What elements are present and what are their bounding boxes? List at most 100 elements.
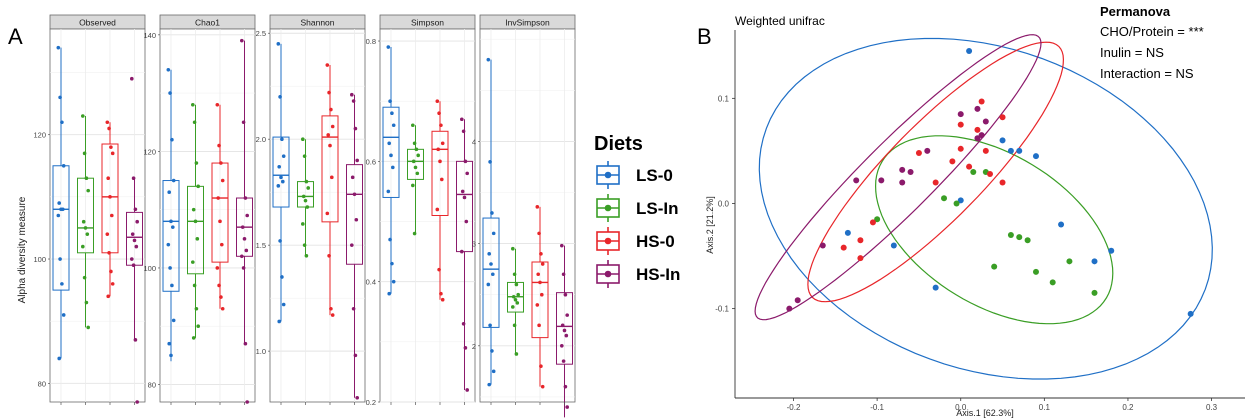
pcoa-point-hs-in (794, 297, 801, 304)
data-point (305, 205, 310, 209)
y-tick-label: 2.0 (256, 135, 266, 144)
box-ls-0 (52, 165, 70, 291)
pcoa-point-hs-in (978, 132, 985, 139)
data-point (460, 249, 464, 254)
data-point (491, 272, 495, 277)
panel-b-letter: B (697, 24, 712, 49)
data-point (353, 353, 358, 358)
data-point (487, 382, 492, 387)
data-point (354, 217, 359, 222)
pcoa-point-ls-in (1007, 232, 1014, 239)
pcoa-point-hs-in (819, 242, 826, 249)
data-point (415, 171, 420, 176)
data-point (327, 90, 331, 95)
data-point (414, 147, 419, 152)
data-point (387, 291, 392, 296)
legend-item-ls-in: LS-In (596, 194, 679, 222)
legend-key-dot (604, 237, 612, 245)
data-point (563, 292, 568, 297)
data-point (171, 178, 176, 183)
data-point (131, 176, 136, 180)
data-point (276, 42, 281, 46)
data-point (489, 262, 493, 266)
data-point (538, 280, 542, 285)
data-point (330, 175, 334, 180)
data-point (105, 232, 110, 236)
data-point (303, 198, 308, 203)
panel-b-title: Weighted unifrac (735, 14, 825, 28)
pcoa-point-hs-in (974, 105, 981, 112)
data-point (562, 328, 567, 333)
data-point (438, 159, 442, 164)
pcoa-x-tick-label: -0.2 (787, 403, 801, 412)
data-point (61, 163, 66, 168)
pcoa-point-ls-0 (1058, 221, 1065, 228)
data-point (167, 190, 171, 194)
data-point (216, 196, 220, 200)
data-point (411, 183, 415, 188)
data-point (486, 282, 491, 287)
data-point (215, 102, 220, 107)
y-tick-label: 2 (472, 342, 476, 351)
data-point (487, 252, 492, 256)
data-point (219, 161, 223, 165)
data-point (561, 272, 566, 277)
pcoa-x-tick-label: 0.3 (1206, 403, 1218, 412)
data-point (167, 341, 171, 346)
data-point (171, 318, 176, 323)
y-tick-label: 100 (33, 255, 46, 264)
pcoa-point-hs-in (899, 179, 906, 186)
y-tick-label: 100 (143, 264, 156, 273)
pcoa-point-hs-0 (999, 179, 1006, 186)
data-point (218, 219, 222, 224)
data-point (516, 292, 520, 297)
pcoa-point-ls-0 (966, 48, 973, 55)
data-point (61, 313, 66, 317)
data-point (488, 323, 492, 328)
pcoa-y-tick-label: 0.0 (718, 199, 730, 208)
data-point (390, 261, 394, 266)
data-point (169, 353, 173, 358)
data-point (535, 303, 540, 307)
data-point (281, 302, 286, 307)
panel-a-letter: A (8, 24, 23, 49)
data-point (411, 123, 415, 128)
data-point (60, 120, 64, 125)
pcoa-x-tick-label: 0.0 (955, 403, 967, 412)
data-point (277, 164, 282, 169)
data-point (355, 395, 360, 400)
pcoa-point-ls-in (1091, 289, 1098, 296)
data-point (325, 211, 330, 216)
data-point (57, 201, 61, 205)
data-point (81, 219, 86, 224)
data-point (537, 231, 541, 236)
pcoa-point-hs-in (982, 118, 989, 125)
data-point (244, 248, 249, 253)
data-point (170, 137, 174, 142)
pcoa-point-ls-0 (1187, 310, 1194, 317)
data-point (82, 275, 87, 280)
box-ls-0 (272, 136, 290, 208)
pcoa-point-ls-in (1016, 234, 1023, 241)
data-point (107, 251, 111, 255)
data-point (279, 175, 283, 180)
data-point (465, 388, 470, 392)
permanova-line-3: Interaction = NS (1100, 66, 1194, 81)
data-point (304, 179, 309, 184)
pcoa-point-hs-0 (932, 179, 939, 186)
data-point (539, 364, 543, 369)
data-point (131, 263, 136, 268)
data-point (537, 323, 541, 328)
data-point (352, 192, 357, 197)
data-point (132, 238, 137, 243)
data-point (219, 295, 223, 299)
data-point (84, 300, 89, 305)
pcoa-point-hs-in (878, 177, 885, 184)
data-point (106, 294, 110, 299)
data-point (301, 194, 306, 199)
pcoa-point-ls-in (970, 168, 977, 175)
box-hs-0 (431, 130, 449, 217)
y-tick-label: 4 (472, 137, 476, 146)
data-point (463, 346, 468, 350)
data-point (245, 213, 249, 218)
